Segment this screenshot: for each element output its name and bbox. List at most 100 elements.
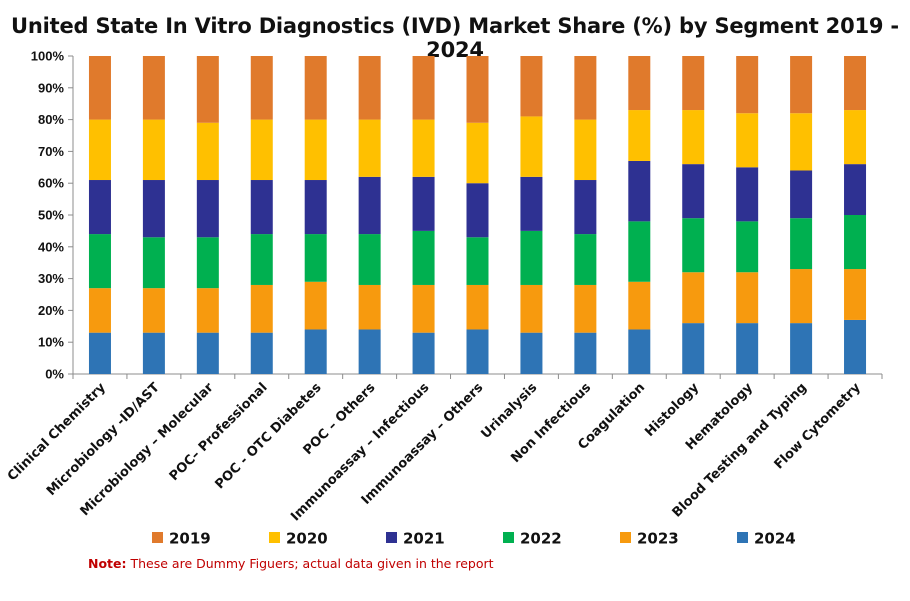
- legend-label-2024: 2024: [754, 530, 796, 548]
- bar-segment-2023: [736, 272, 759, 324]
- chart-title: United State In Vitro Diagnostics (IVD) …: [11, 14, 899, 62]
- bar-segment-2021: [142, 180, 165, 238]
- y-tick-label: 30%: [38, 271, 64, 286]
- bar-segment-2024: [412, 332, 435, 374]
- legend-label-2022: 2022: [520, 530, 562, 548]
- bar-segment-2024: [682, 323, 705, 374]
- bar-segment-2022: [304, 234, 327, 282]
- bar-segment-2021: [628, 160, 651, 222]
- bar-segment-2024: [88, 332, 111, 374]
- bar-segment-2021: [304, 180, 327, 235]
- bar-segment-2020: [682, 110, 705, 165]
- footnote: Note: These are Dummy Figuers; actual da…: [88, 556, 494, 571]
- bar-segment-2022: [574, 234, 597, 285]
- bar-segment-2023: [250, 284, 273, 333]
- bar-segment-2024: [466, 329, 489, 374]
- bar-segment-2019: [250, 56, 273, 120]
- y-tick-label: 20%: [38, 303, 64, 318]
- note-label: Note:: [88, 556, 127, 571]
- bar-segment-2023: [520, 284, 543, 333]
- bar-segment-2022: [790, 218, 813, 270]
- x-category-label: POC - OTC Diabetes: [212, 380, 324, 492]
- bar-segment-2023: [466, 284, 489, 330]
- bar-segment-2022: [844, 215, 867, 270]
- note-text: These are Dummy Figuers; actual data giv…: [126, 556, 494, 571]
- bar-segment-2020: [142, 119, 165, 181]
- bar-segment-2022: [466, 237, 489, 285]
- legend-label-2021: 2021: [403, 530, 445, 548]
- bar-segment-2020: [520, 116, 543, 177]
- bar-segment-2021: [88, 180, 111, 235]
- bar-segment-2019: [628, 56, 651, 111]
- bar-segment-2021: [250, 180, 273, 235]
- bar-segment-2023: [358, 284, 381, 330]
- bar-segment-2021: [358, 176, 381, 235]
- legend-swatch-2023: [620, 532, 631, 543]
- y-tick-label: 100%: [31, 49, 65, 64]
- y-tick-label: 70%: [38, 144, 64, 159]
- x-category-label: POC– Professional: [167, 380, 271, 484]
- bar-segment-2022: [196, 237, 219, 289]
- bar-segment-2023: [628, 281, 651, 330]
- bar-segment-2021: [790, 170, 813, 219]
- bar-segment-2020: [88, 119, 111, 181]
- legend-swatch-2021: [386, 532, 397, 543]
- bar-segment-2019: [304, 56, 327, 120]
- bar-segment-2023: [142, 288, 165, 333]
- bar-segment-2024: [196, 332, 219, 374]
- y-tick-label: 40%: [38, 239, 64, 254]
- legend-swatch-2022: [503, 532, 514, 543]
- bar-segment-2019: [790, 56, 813, 114]
- bar-segment-2023: [412, 284, 435, 333]
- bar-segment-2021: [844, 164, 867, 215]
- bar-segment-2023: [682, 272, 705, 324]
- bar-segment-2021: [412, 176, 435, 231]
- y-tick-label: 50%: [38, 208, 64, 223]
- bar-segment-2019: [88, 56, 111, 120]
- legend-swatch-2020: [269, 532, 280, 543]
- bar-segment-2022: [520, 230, 543, 285]
- bar-segment-2024: [844, 319, 867, 374]
- legend-swatch-2024: [737, 532, 748, 543]
- legend-label-2020: 2020: [286, 530, 328, 548]
- bar-segment-2020: [628, 110, 651, 161]
- bar-segment-2020: [466, 122, 489, 184]
- bar-segment-2020: [412, 119, 435, 177]
- bar-segment-2019: [196, 56, 219, 123]
- y-tick-label: 90%: [38, 80, 64, 95]
- bar-segment-2024: [520, 332, 543, 374]
- bar-segment-2021: [466, 183, 489, 238]
- bar-segment-2019: [466, 56, 489, 123]
- bar-segment-2019: [844, 56, 867, 111]
- legend-label-2023: 2023: [637, 530, 679, 548]
- y-tick-label: 0%: [45, 367, 64, 382]
- bar-segment-2019: [682, 56, 705, 111]
- bar-segment-2024: [574, 332, 597, 374]
- bar-segment-2022: [88, 234, 111, 289]
- y-tick-label: 60%: [38, 176, 64, 191]
- x-category-label: Clinical Chemistry: [5, 380, 109, 484]
- bar-segment-2023: [304, 281, 327, 330]
- bar-segment-2024: [250, 332, 273, 374]
- bar-segment-2020: [790, 113, 813, 171]
- legend-label-2019: 2019: [169, 530, 211, 548]
- y-tick-label: 10%: [38, 335, 64, 350]
- bar-segment-2022: [628, 221, 651, 282]
- bar-segment-2024: [142, 332, 165, 374]
- bar-segment-2022: [412, 230, 435, 285]
- bar-segment-2022: [250, 234, 273, 285]
- bar-segment-2023: [88, 288, 111, 333]
- bar-segment-2023: [790, 269, 813, 324]
- bar-segment-2024: [736, 323, 759, 374]
- bar-segment-2020: [736, 113, 759, 168]
- bar-segment-2020: [196, 122, 219, 181]
- bar-segment-2021: [682, 164, 705, 219]
- legend-swatch-2019: [152, 532, 163, 543]
- bar-segment-2024: [304, 329, 327, 374]
- bar-segment-2020: [574, 119, 597, 181]
- bar-segment-2022: [736, 221, 759, 273]
- bar-segment-2020: [844, 110, 867, 165]
- bar-segment-2023: [844, 269, 867, 320]
